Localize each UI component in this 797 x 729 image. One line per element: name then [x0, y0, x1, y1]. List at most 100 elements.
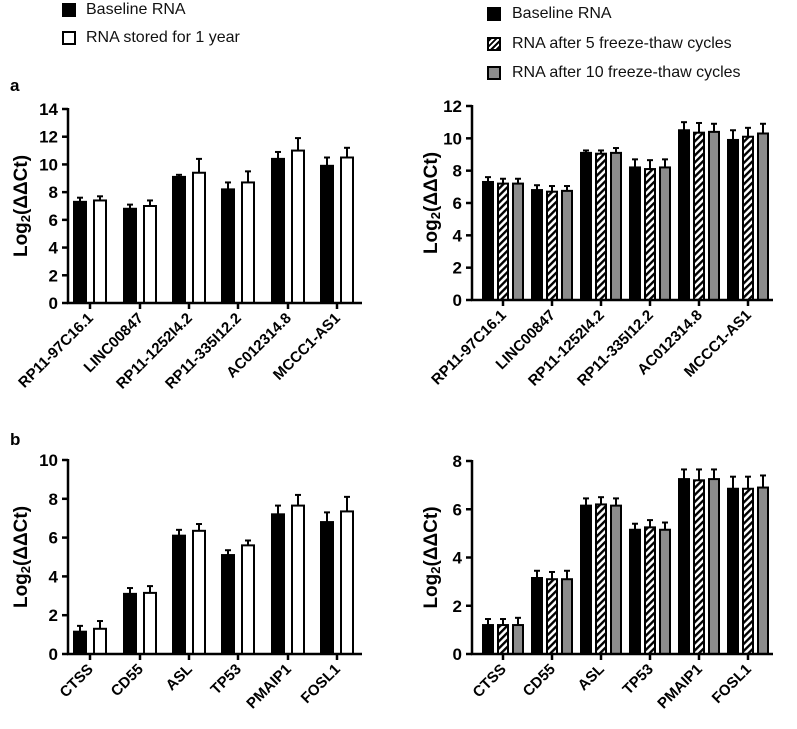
x-tick-label: CTSS [470, 661, 510, 701]
bar [659, 166, 671, 301]
y-tick-label: 8 [49, 490, 58, 509]
x-tick-label: ASL [163, 661, 196, 694]
bar [143, 591, 157, 656]
bar [497, 624, 509, 655]
bar [757, 132, 769, 301]
bar [123, 592, 137, 655]
legend-swatch-stored [62, 31, 76, 45]
bar [271, 513, 285, 655]
y-tick-label: 4 [453, 549, 463, 568]
y-tick-label: 2 [49, 606, 58, 625]
bar [561, 578, 573, 656]
y-tick-label: 0 [453, 291, 462, 310]
bar [73, 200, 87, 304]
chart-a-right: 024681012RP11-97C16.1LINC00847RP11-1252I… [421, 97, 773, 390]
y-tick-label: 10 [443, 129, 462, 148]
x-tick-label: FOSL1 [709, 661, 755, 707]
bar [595, 503, 607, 655]
legend-label-baseline: Baseline RNA [86, 1, 186, 18]
y-tick-label: 0 [49, 294, 58, 313]
bar [271, 157, 285, 304]
legend-label-stored: RNA stored for 1 year [86, 29, 240, 46]
bar [546, 578, 558, 656]
y-tick-label: 12 [39, 128, 58, 147]
y-tick-label: 12 [443, 97, 462, 116]
bar [610, 504, 622, 655]
y-axis-label: Log2(ΔΔCt) [11, 155, 33, 257]
bar [340, 510, 354, 655]
bar [693, 479, 705, 655]
x-tick-label: FOSL1 [298, 661, 344, 707]
y-tick-label: 8 [453, 452, 462, 471]
x-tick-label: TP53 [619, 661, 656, 698]
x-tick-label: PMAIP1 [243, 661, 295, 713]
y-tick-label: 4 [453, 226, 463, 245]
y-tick-label: 6 [453, 500, 462, 519]
bar [531, 577, 543, 655]
bar [546, 190, 558, 301]
bar [512, 182, 524, 302]
bar [629, 166, 641, 301]
bar [221, 188, 235, 304]
bar [241, 544, 255, 655]
y-tick-label: 8 [453, 162, 462, 181]
bar [482, 624, 494, 655]
bar [678, 129, 690, 301]
bar [580, 151, 592, 301]
y-tick-label: 0 [453, 645, 462, 664]
legend-swatch-ft5 [487, 37, 501, 51]
y-tick-label: 4 [49, 567, 59, 586]
panel-letter-b: b [10, 430, 21, 449]
bar [143, 205, 157, 304]
y-tick-label: 8 [49, 183, 58, 202]
y-axis-label: Log2(ΔΔCt) [421, 152, 443, 254]
legend-swatch-baseline [62, 3, 76, 17]
bar [727, 138, 739, 301]
bar [192, 171, 206, 304]
legend-label-ft10: RNA after 10 freeze-thaw cycles [512, 64, 741, 81]
bar [123, 207, 137, 304]
y-tick-label: 6 [49, 529, 58, 548]
x-tick-label: CD55 [108, 661, 147, 700]
bar [580, 504, 592, 655]
legend-swatch-baseline [487, 7, 501, 21]
x-tick-label: ASL [575, 661, 608, 694]
y-tick-label: 10 [39, 451, 58, 470]
bar [629, 528, 641, 655]
bar [291, 149, 305, 304]
bar [693, 131, 705, 301]
legend-swatch-ft10 [487, 66, 501, 80]
bar [742, 487, 754, 655]
y-tick-label: 6 [49, 211, 58, 230]
y-tick-label: 2 [453, 259, 462, 278]
chart-a-left: 02468101214RP11-97C16.1LINC00847RP11-125… [11, 100, 362, 393]
y-tick-label: 0 [49, 645, 58, 664]
bar [708, 478, 720, 655]
y-tick-label: 6 [453, 194, 462, 213]
bar [595, 152, 607, 301]
bar [644, 526, 656, 655]
bar [172, 175, 186, 304]
bar [241, 181, 255, 304]
bar [644, 168, 656, 301]
bar [610, 151, 622, 301]
bar [708, 130, 720, 301]
bar [73, 630, 87, 656]
x-tick-label: TP53 [207, 661, 244, 698]
bar [561, 189, 573, 301]
bar [192, 529, 206, 655]
bar [678, 478, 690, 655]
bar [93, 627, 107, 656]
bar [93, 199, 107, 304]
bar [482, 180, 494, 302]
bar [320, 521, 334, 656]
bar [172, 534, 186, 655]
legend-label-baseline: Baseline RNA [512, 5, 612, 22]
bar [320, 164, 334, 304]
y-tick-label: 14 [39, 100, 58, 119]
bar [221, 554, 235, 655]
panel-letter-a: a [10, 76, 20, 95]
x-tick-label: PMAIP1 [654, 661, 706, 713]
